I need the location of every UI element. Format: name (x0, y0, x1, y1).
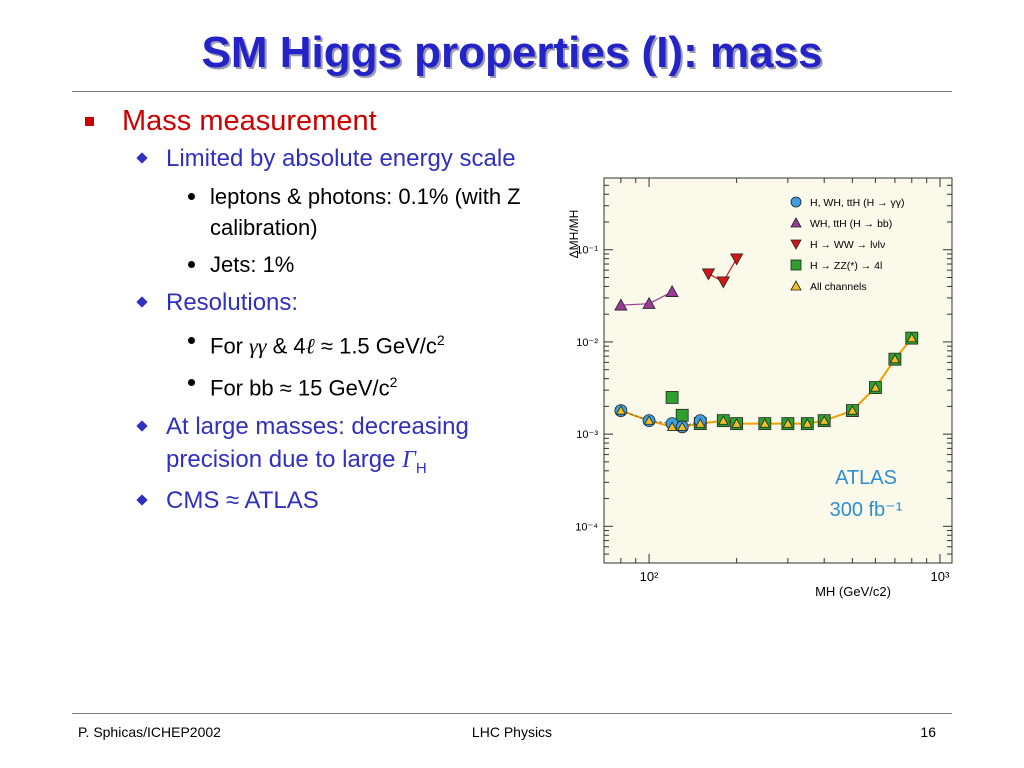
data-point (819, 415, 830, 425)
x-tick-label: 10³ (931, 569, 950, 584)
legend: H, WH, ttH (H → γγ) WH, ttH (H → bb) H → W… (790, 196, 905, 293)
ell-symbol: ℓ (305, 333, 315, 359)
title-divider (72, 91, 952, 92)
data-point (731, 418, 742, 428)
x-tick-labels: 10² 10³ (640, 569, 950, 584)
bullet-text-amp: & 4 (266, 333, 306, 359)
y-tick-label: 10⁻² (576, 337, 598, 349)
annotation-atlas: ATLAS (835, 467, 897, 489)
data-points (614, 253, 919, 434)
footer-title: LHC Physics (471, 724, 553, 740)
bullet-res-gg: For γγ & 4ℓ ≈ 1.5 GeV/c2 (186, 325, 542, 361)
legend-marker (790, 196, 802, 208)
axis-ticks (603, 178, 952, 564)
dot-bullet-icon (188, 379, 195, 387)
data-point (729, 253, 744, 266)
bullet-large-masses: At large masses: decreasing precision du… (124, 410, 542, 485)
data-point (701, 268, 716, 281)
legend-label: All channels (810, 281, 867, 293)
subscript: H (415, 459, 427, 477)
data-point (642, 296, 656, 309)
data-point (675, 408, 689, 422)
gamma-gamma-symbol: γγ (249, 333, 267, 359)
bullet-text: CMS ≈ ATLAS (166, 487, 319, 515)
footer-divider (72, 713, 952, 714)
bullet-text: Limited by absolute energy scale (166, 145, 516, 172)
superscript: 2 (389, 374, 398, 391)
legend-marker (790, 280, 802, 291)
diamond-bullet-icon (136, 296, 148, 308)
mass-precision-chart: 10⁻¹ 10⁻² 10⁻³ 10⁻⁴ 10² 10³ ΔMH/MH MH (GeV/c… (567, 177, 953, 599)
legend-marker (790, 217, 802, 228)
data-point (802, 418, 813, 428)
data-point (847, 405, 858, 415)
dot-bullet-icon (188, 337, 195, 344)
page-number: 16 (920, 724, 936, 740)
footer-author: P. Sphicas/ICHEP2002 (78, 724, 221, 740)
x-axis-label: MH (GeV/c2) (815, 584, 891, 599)
bullet-text-value: ≈ 1.5 GeV/c (314, 333, 437, 359)
annotation-luminosity: 300 fb⁻¹ (830, 499, 903, 521)
data-point (718, 415, 729, 425)
data-point (666, 421, 678, 431)
bullet-text: Mass measurement (122, 105, 377, 137)
bullet-limited: Limited by absolute energy scale (124, 142, 542, 175)
square-bullet-icon (85, 117, 94, 126)
data-point (782, 418, 794, 428)
bullet-list: Mass measurement Limited by absolute ene… (82, 100, 542, 517)
y-tick-label: 10⁻¹ (576, 245, 598, 257)
data-point (677, 421, 688, 431)
x-tick-label: 10² (640, 569, 659, 584)
data-point (889, 353, 901, 364)
bullet-leptons: leptons & photons: 0.1% (with Z calibrat… (186, 181, 542, 243)
legend-label: WH, ttH (H → bb) (810, 218, 892, 230)
legend-marker (790, 239, 802, 250)
dot-bullet-icon (188, 193, 195, 200)
legend-label: H, WH, ttH (H → γγ) (810, 197, 905, 209)
data-point (643, 415, 655, 425)
bullet-res-bb: For bb ≈ 15 GeV/c2 (186, 367, 542, 403)
diamond-bullet-icon (136, 419, 148, 432)
bullet-text: leptons & photons: 0.1% (with Z calibrat… (210, 184, 521, 240)
legend-marker (790, 259, 802, 271)
bullet-resolutions: Resolutions: (124, 286, 542, 319)
bullet-text-prefix: For (210, 333, 250, 359)
diamond-bullet-icon (136, 152, 148, 164)
y-tick-label: 10⁻⁴ (575, 521, 598, 533)
plot-frame (603, 177, 953, 564)
bullet-cms: CMS ≈ ATLAS (124, 484, 542, 517)
bullet-mass-measurement: Mass measurement (82, 100, 542, 142)
y-axis-label: ΔMH/MH (567, 210, 581, 259)
y-tick-label: 10⁻³ (576, 429, 598, 441)
bullet-text: At large masses: decreasing precision du… (166, 412, 469, 473)
data-point (870, 382, 881, 392)
superscript: 2 (436, 332, 445, 348)
data-point (614, 298, 628, 311)
data-point (716, 276, 730, 289)
bullet-text: Resolutions: (166, 289, 299, 316)
legend-label: H → ZZ(*) → 4l (810, 260, 882, 272)
data-point (615, 405, 627, 415)
data-point (665, 284, 679, 297)
diamond-bullet-icon (136, 494, 148, 507)
slide-title: SM Higgs properties (I): mass (201, 28, 823, 77)
legend-label: H → WW → lνlν (810, 239, 885, 251)
data-point (906, 332, 917, 343)
dot-bullet-icon (188, 261, 195, 268)
gamma-symbol: Γ (402, 446, 416, 473)
data-point (759, 418, 771, 428)
y-tick-labels: 10⁻¹ 10⁻² 10⁻³ 10⁻⁴ (575, 245, 598, 534)
data-point (665, 391, 679, 404)
data-point (695, 418, 706, 428)
bullet-jets: Jets: 1% (186, 249, 542, 280)
bullet-text: For bb ≈ 15 GeV/c (210, 375, 390, 401)
bullet-text: Jets: 1% (210, 252, 295, 277)
